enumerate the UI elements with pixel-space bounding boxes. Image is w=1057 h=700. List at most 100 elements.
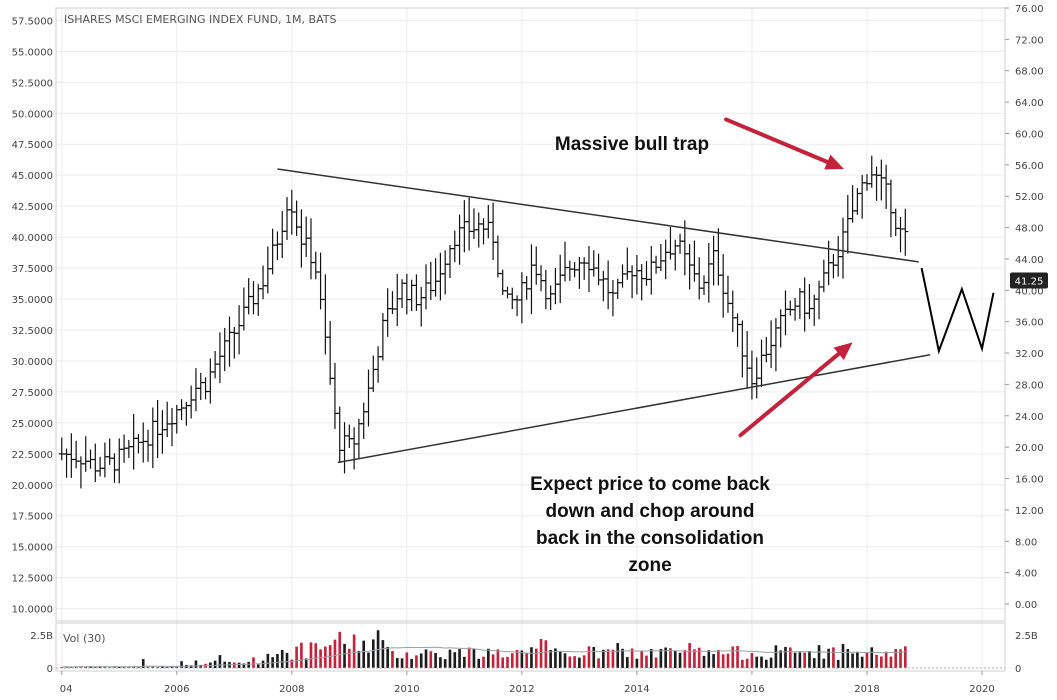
right-tick-label: 64.00 <box>1015 98 1044 109</box>
left-tick-label: 37.5000 <box>12 264 53 275</box>
volume-bar <box>510 653 514 668</box>
volume-bar <box>242 663 246 668</box>
volume-bar <box>875 654 878 668</box>
projection-path <box>920 267 995 355</box>
trendlines <box>277 168 995 464</box>
volume-bar <box>573 656 576 668</box>
annotation-arrow-shaft <box>738 351 841 438</box>
left-tick-label: 55.0000 <box>12 47 53 58</box>
price-bar <box>710 235 717 286</box>
volume-bar <box>304 658 308 668</box>
volume-bar <box>760 656 763 668</box>
volume-bar <box>137 666 140 668</box>
volume-bar <box>520 650 524 668</box>
volume-bar <box>788 647 792 668</box>
price-bar <box>279 211 286 258</box>
price-bar <box>284 197 291 241</box>
volume-bar <box>482 656 485 668</box>
volume-bar <box>817 645 821 668</box>
volume-bar <box>630 648 634 668</box>
volume-bar <box>151 666 155 668</box>
annotation-arrow-head <box>824 154 844 170</box>
volume-bar <box>894 649 898 668</box>
price-bar <box>485 204 492 239</box>
volume-panel <box>55 622 1006 672</box>
price-bar <box>159 410 166 454</box>
price-bar <box>696 257 703 300</box>
price-bar <box>92 443 99 483</box>
price-bar <box>250 281 257 315</box>
volume-bar <box>352 634 356 668</box>
price-bar <box>739 320 746 378</box>
volume-bar <box>856 651 859 668</box>
volume-bar <box>592 646 596 668</box>
last-price-label: 41.25 <box>1015 277 1044 288</box>
volume-bar <box>774 645 778 668</box>
volume-bar <box>717 649 720 668</box>
price-bar <box>662 239 669 280</box>
price-bar <box>533 246 540 285</box>
volume-bar <box>400 658 404 668</box>
right-tick-label: 28.00 <box>1015 380 1044 391</box>
volume-bar <box>707 650 711 668</box>
annotations: Massive bull trap Expect price to come ba… <box>530 117 853 576</box>
volume-bar <box>606 649 610 668</box>
price-bar <box>653 255 660 274</box>
price-bar <box>720 254 727 318</box>
right-tick-label: 76.00 <box>1015 4 1044 15</box>
price-bar <box>456 214 463 265</box>
volume-bar <box>175 666 179 668</box>
price-bar <box>566 260 573 281</box>
annotation-consolidation-line: zone <box>628 555 671 576</box>
volume-ma-line <box>61 646 906 668</box>
volume-bar <box>256 664 260 668</box>
volume-bar <box>290 659 294 668</box>
volume-bar <box>625 657 629 668</box>
price-bar <box>691 240 698 282</box>
volume-bar <box>582 655 586 668</box>
price-bar <box>101 442 108 478</box>
grid-lines <box>56 8 1005 671</box>
price-bar <box>600 270 607 302</box>
price-bar <box>322 274 329 355</box>
x-axis: 04 2006 2008 2010 2012 2014 2016 2018 2020 <box>60 671 995 695</box>
price-bar <box>418 286 425 327</box>
volume-bar <box>252 657 255 668</box>
left-tick-label: 32.5000 <box>12 326 53 337</box>
volume-bar <box>779 650 783 668</box>
volume-bar <box>357 650 361 668</box>
annotation-bull-trap: Massive bull trap <box>555 134 709 155</box>
volume-bar <box>678 652 682 668</box>
price-bar <box>509 287 516 310</box>
volume-bar <box>189 665 193 668</box>
price-bar <box>269 228 276 275</box>
price-bar <box>298 209 305 268</box>
volume-bars <box>56 630 1005 669</box>
left-tick-label: 12.5000 <box>12 574 53 585</box>
x-tick-label: 2018 <box>854 684 879 695</box>
price-bar <box>346 424 353 448</box>
right-tick-label: 60.00 <box>1015 129 1044 140</box>
volume-bar <box>367 652 370 668</box>
price-bar <box>446 244 453 278</box>
volume-bar <box>487 648 490 668</box>
price-bar <box>149 407 156 469</box>
volume-bar <box>822 658 826 668</box>
price-bar <box>274 231 281 261</box>
price-bar <box>490 202 497 261</box>
price-bar <box>231 327 238 359</box>
volume-bar <box>745 658 749 668</box>
price-bar <box>58 437 65 461</box>
volume-bar <box>712 654 715 668</box>
volume-bar <box>764 659 768 668</box>
chart-title: ISHARES MSCI EMERGING INDEX FUND, 1M, BA… <box>64 13 336 26</box>
volume-bar <box>726 653 730 668</box>
left-tick-label: 47.5000 <box>12 140 53 151</box>
volume-bar <box>237 662 241 668</box>
volume-bar <box>880 656 883 668</box>
x-tick-label: 2020 <box>969 684 994 695</box>
trendline <box>337 354 931 464</box>
volume-bar <box>659 648 663 668</box>
x-tick-label: 2016 <box>739 684 764 695</box>
